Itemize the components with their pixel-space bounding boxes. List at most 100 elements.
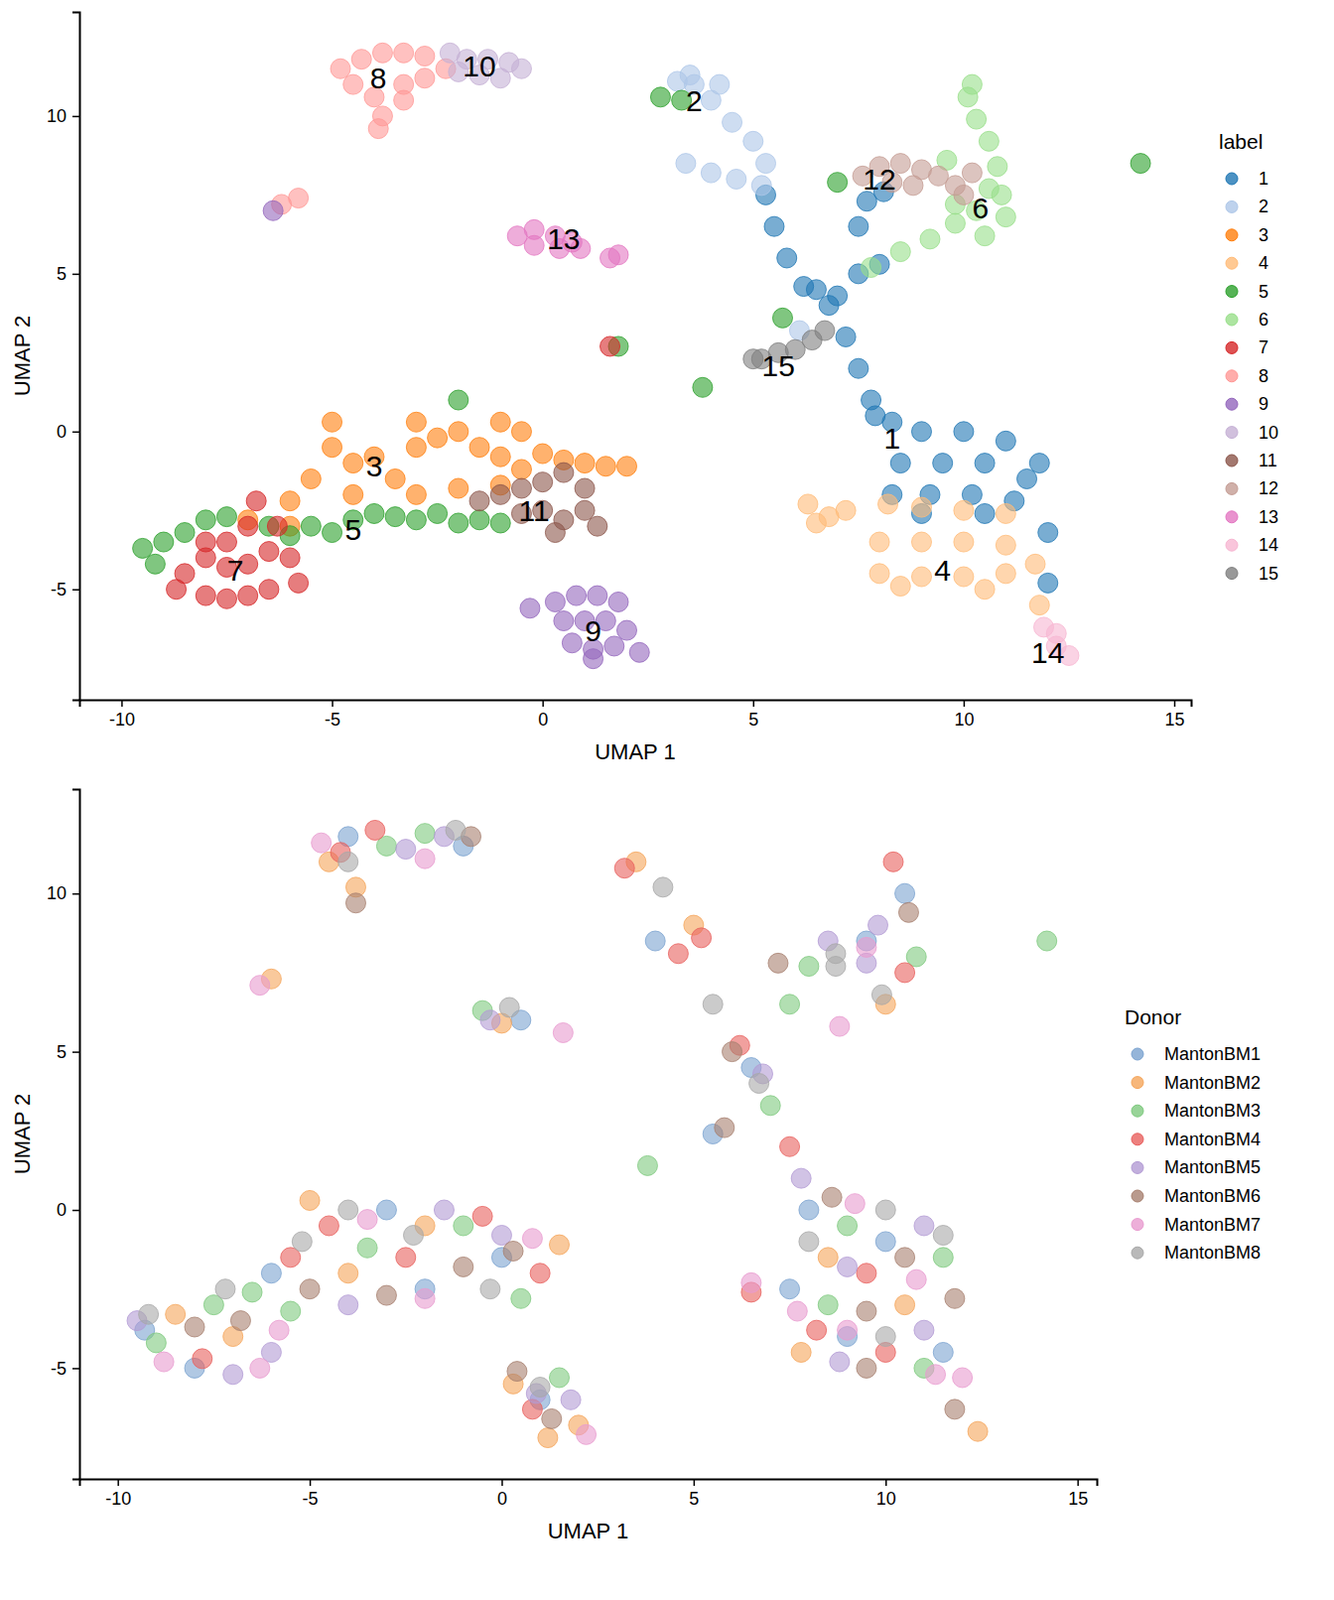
legend-label: 8 xyxy=(1258,366,1269,387)
point xyxy=(848,216,869,237)
point xyxy=(875,1231,896,1252)
point xyxy=(403,1225,424,1246)
tick-label: -5 xyxy=(324,709,341,730)
point xyxy=(574,500,595,521)
point xyxy=(675,153,696,174)
point xyxy=(869,532,890,552)
point xyxy=(490,411,511,432)
point xyxy=(587,516,608,536)
point xyxy=(533,443,553,464)
point xyxy=(760,1095,781,1116)
point xyxy=(667,943,688,964)
point xyxy=(835,500,856,521)
point xyxy=(566,585,587,606)
point xyxy=(856,1301,877,1322)
point xyxy=(805,513,826,534)
series xyxy=(133,87,1151,574)
tick: 15 xyxy=(1067,1478,1088,1509)
point xyxy=(414,1288,435,1309)
point xyxy=(427,503,448,524)
point xyxy=(511,58,532,79)
point xyxy=(827,172,848,193)
tick: 0 xyxy=(497,1478,508,1509)
point xyxy=(453,1256,474,1277)
point xyxy=(338,1200,359,1220)
point xyxy=(469,510,490,531)
point xyxy=(445,819,466,840)
point xyxy=(480,1010,501,1031)
point xyxy=(829,1351,850,1372)
series xyxy=(861,74,1017,277)
point xyxy=(953,500,974,521)
point xyxy=(279,491,300,512)
point xyxy=(722,112,743,133)
point xyxy=(791,1341,811,1362)
point xyxy=(548,1367,569,1388)
point xyxy=(890,242,911,263)
point xyxy=(279,547,300,568)
legend-marker xyxy=(1225,398,1238,410)
point xyxy=(351,49,372,70)
point xyxy=(280,1301,301,1322)
point xyxy=(933,1247,953,1268)
point xyxy=(448,478,469,499)
point xyxy=(995,503,1016,524)
tick-mark xyxy=(72,431,80,434)
point xyxy=(933,1225,953,1246)
tick-mark xyxy=(72,116,80,119)
series xyxy=(166,336,621,609)
point xyxy=(869,563,890,584)
point xyxy=(552,1022,573,1043)
cluster-label: 7 xyxy=(227,553,245,587)
legend-label: 14 xyxy=(1258,534,1279,555)
point xyxy=(868,915,889,935)
legend-label: MantonBM1 xyxy=(1164,1044,1261,1065)
legend-title: label xyxy=(1218,130,1263,153)
point xyxy=(145,1333,166,1353)
point xyxy=(817,1247,838,1268)
legend-marker xyxy=(1225,538,1238,551)
point xyxy=(895,883,916,904)
point xyxy=(553,611,574,632)
tick: -10 xyxy=(109,699,135,730)
point xyxy=(414,46,435,67)
point xyxy=(995,563,1016,584)
point xyxy=(405,437,426,458)
legend-label: MantonBM2 xyxy=(1164,1072,1261,1093)
tick-mark xyxy=(963,699,966,707)
point xyxy=(861,257,882,277)
series xyxy=(134,826,954,1410)
point xyxy=(953,421,974,442)
tick: 5 xyxy=(688,1478,699,1509)
point xyxy=(522,1228,542,1249)
point xyxy=(511,1288,532,1309)
point xyxy=(192,1348,213,1369)
point xyxy=(216,588,237,609)
point xyxy=(679,65,700,86)
tick-label: 10 xyxy=(876,1488,897,1509)
point xyxy=(967,1421,988,1442)
point xyxy=(322,437,343,458)
cluster-label: 5 xyxy=(344,513,362,546)
cluster-label: 6 xyxy=(972,191,990,225)
legend-marker xyxy=(1225,511,1238,524)
series xyxy=(263,200,650,668)
tick-label: 0 xyxy=(56,1200,67,1220)
point xyxy=(396,1247,416,1268)
legend-marker xyxy=(1225,313,1238,326)
point xyxy=(987,156,1008,177)
cluster-label: 2 xyxy=(685,84,703,118)
legend-label: MantonBM8 xyxy=(1164,1242,1261,1263)
point xyxy=(814,320,835,341)
point xyxy=(749,1072,770,1093)
axis-line xyxy=(72,790,81,1480)
point xyxy=(448,513,469,534)
point xyxy=(799,1231,819,1252)
legend-label: 9 xyxy=(1258,394,1269,414)
point xyxy=(216,532,237,552)
point xyxy=(541,1408,562,1429)
point xyxy=(174,523,195,543)
axis: -50510 xyxy=(46,12,81,701)
point xyxy=(250,1357,270,1378)
point xyxy=(848,358,869,379)
